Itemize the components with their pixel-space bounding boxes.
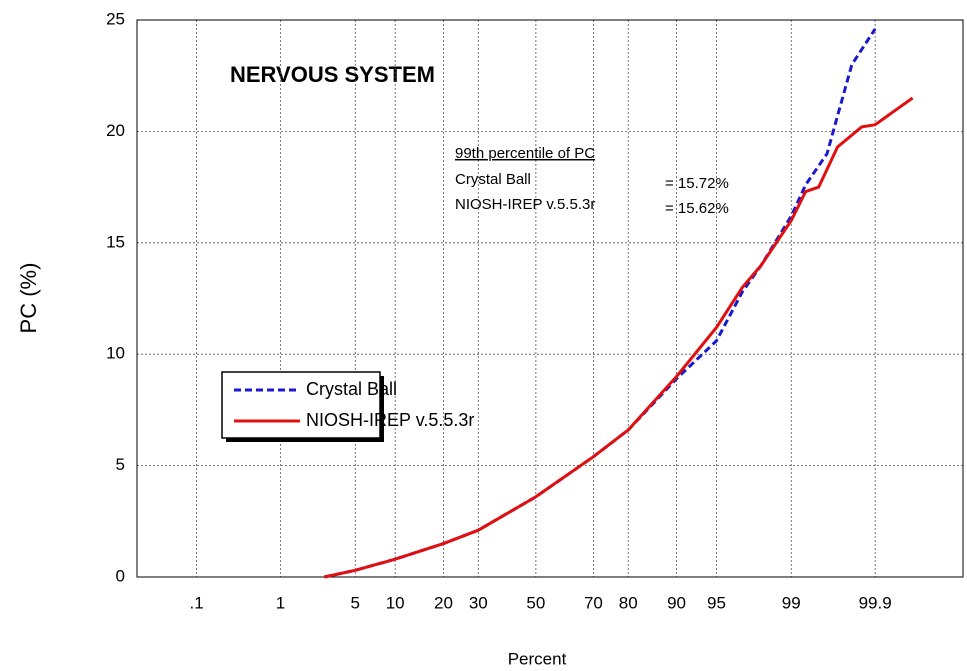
y-tick-label: 25 (106, 9, 125, 28)
data-line (324, 28, 877, 579)
x-tick-label: 99.9 (859, 593, 892, 612)
y-tick-label: 5 (116, 455, 125, 474)
x-axis-label: Percent (508, 649, 567, 668)
x-tick-label: 99 (782, 593, 801, 612)
chart-title: NERVOUS SYSTEM (230, 62, 435, 87)
legend-label: Crystal Ball (306, 379, 397, 399)
y-axis-label: PC (%) (16, 263, 41, 334)
legend-label: NIOSH-IREP v.5.5.3r (306, 410, 474, 430)
legend-box (221, 371, 381, 439)
x-tick-label: 30 (469, 593, 488, 612)
plot-frame (136, 19, 964, 578)
x-tick-label: 70 (584, 593, 603, 612)
y-tick-label: 15 (106, 232, 125, 251)
y-tick-label: 20 (106, 121, 125, 140)
x-tick-label: 5 (351, 593, 360, 612)
y-tick-label: 10 (106, 344, 125, 363)
x-tick-label: .1 (190, 593, 204, 612)
x-tick-label: 10 (386, 593, 405, 612)
data-line (324, 96, 914, 579)
x-tick-label: 80 (619, 593, 638, 612)
annotation-label: Crystal Ball (455, 171, 531, 188)
annotation-label: NIOSH-IREP v.5.5.3r (455, 196, 595, 213)
y-tick-label: 0 (116, 566, 125, 585)
annotation-heading: 99th percentile of PC (455, 145, 595, 162)
x-tick-label: 20 (434, 593, 453, 612)
x-tick-label: 95 (707, 593, 726, 612)
x-tick-label: 90 (667, 593, 686, 612)
annotation-value: = 15.62% (665, 200, 729, 217)
x-tick-label: 50 (526, 593, 545, 612)
x-tick-label: 1 (276, 593, 285, 612)
annotation-value: = 15.72% (665, 175, 729, 192)
